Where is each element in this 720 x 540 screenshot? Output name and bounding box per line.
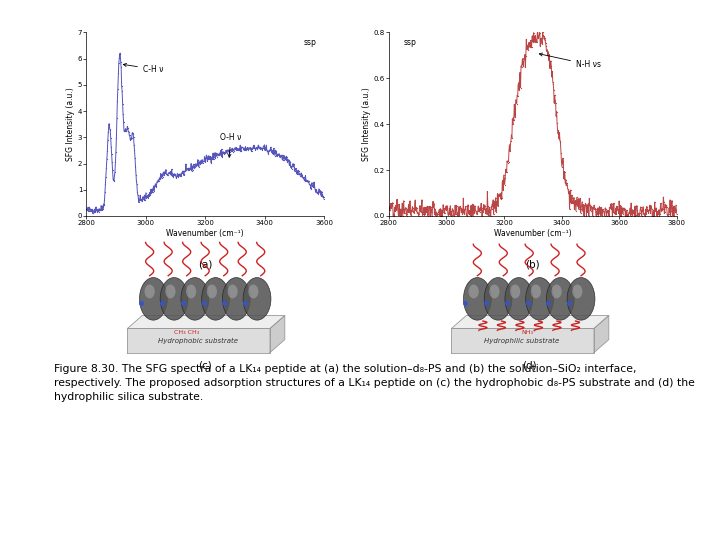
Polygon shape xyxy=(270,315,285,353)
Text: C-H ν: C-H ν xyxy=(123,63,163,73)
Ellipse shape xyxy=(202,278,230,320)
Ellipse shape xyxy=(181,278,209,320)
Ellipse shape xyxy=(228,285,238,299)
Polygon shape xyxy=(127,315,285,328)
Text: Hydrophobic substrate: Hydrophobic substrate xyxy=(158,338,238,343)
Ellipse shape xyxy=(140,278,167,320)
Ellipse shape xyxy=(207,285,217,299)
Ellipse shape xyxy=(464,278,491,320)
Text: Figure 8.30. The SFG spectra of a LK₁₄ peptide at (a) the solution–d₈-PS and (b): Figure 8.30. The SFG spectra of a LK₁₄ p… xyxy=(54,364,695,402)
Y-axis label: SFG Intensity (a.u.): SFG Intensity (a.u.) xyxy=(66,87,75,161)
Ellipse shape xyxy=(161,278,188,320)
Text: NH₃⁺: NH₃⁺ xyxy=(521,330,537,335)
Text: Hydrophilic substrate: Hydrophilic substrate xyxy=(484,338,559,343)
Text: CH₃ CH₃: CH₃ CH₃ xyxy=(174,330,199,335)
Ellipse shape xyxy=(552,285,562,299)
Text: (a): (a) xyxy=(198,259,212,269)
X-axis label: Wavenumber (cm⁻¹): Wavenumber (cm⁻¹) xyxy=(494,229,572,238)
Ellipse shape xyxy=(145,285,155,299)
Ellipse shape xyxy=(510,285,521,299)
Ellipse shape xyxy=(572,285,582,299)
Ellipse shape xyxy=(567,278,595,320)
Polygon shape xyxy=(451,315,609,328)
Ellipse shape xyxy=(186,285,197,299)
Ellipse shape xyxy=(248,285,258,299)
Text: O-H ν: O-H ν xyxy=(220,133,241,157)
Text: (b): (b) xyxy=(526,259,540,269)
Text: N-H νs: N-H νs xyxy=(539,53,601,69)
X-axis label: Wavenumber (cm⁻¹): Wavenumber (cm⁻¹) xyxy=(166,229,244,238)
Ellipse shape xyxy=(526,278,554,320)
Polygon shape xyxy=(594,315,609,353)
Text: (c): (c) xyxy=(198,361,212,370)
Ellipse shape xyxy=(531,285,541,299)
Text: ssp: ssp xyxy=(403,38,416,47)
Ellipse shape xyxy=(469,285,479,299)
Ellipse shape xyxy=(505,278,533,320)
Polygon shape xyxy=(451,328,594,353)
Polygon shape xyxy=(127,328,270,353)
Ellipse shape xyxy=(243,278,271,320)
Text: ssp: ssp xyxy=(304,38,317,47)
Ellipse shape xyxy=(485,278,512,320)
Ellipse shape xyxy=(546,278,574,320)
Y-axis label: SFG Intensity (a.u.): SFG Intensity (a.u.) xyxy=(361,87,371,161)
Text: (d): (d) xyxy=(522,361,536,370)
Ellipse shape xyxy=(490,285,500,299)
Ellipse shape xyxy=(166,285,176,299)
Ellipse shape xyxy=(222,278,250,320)
